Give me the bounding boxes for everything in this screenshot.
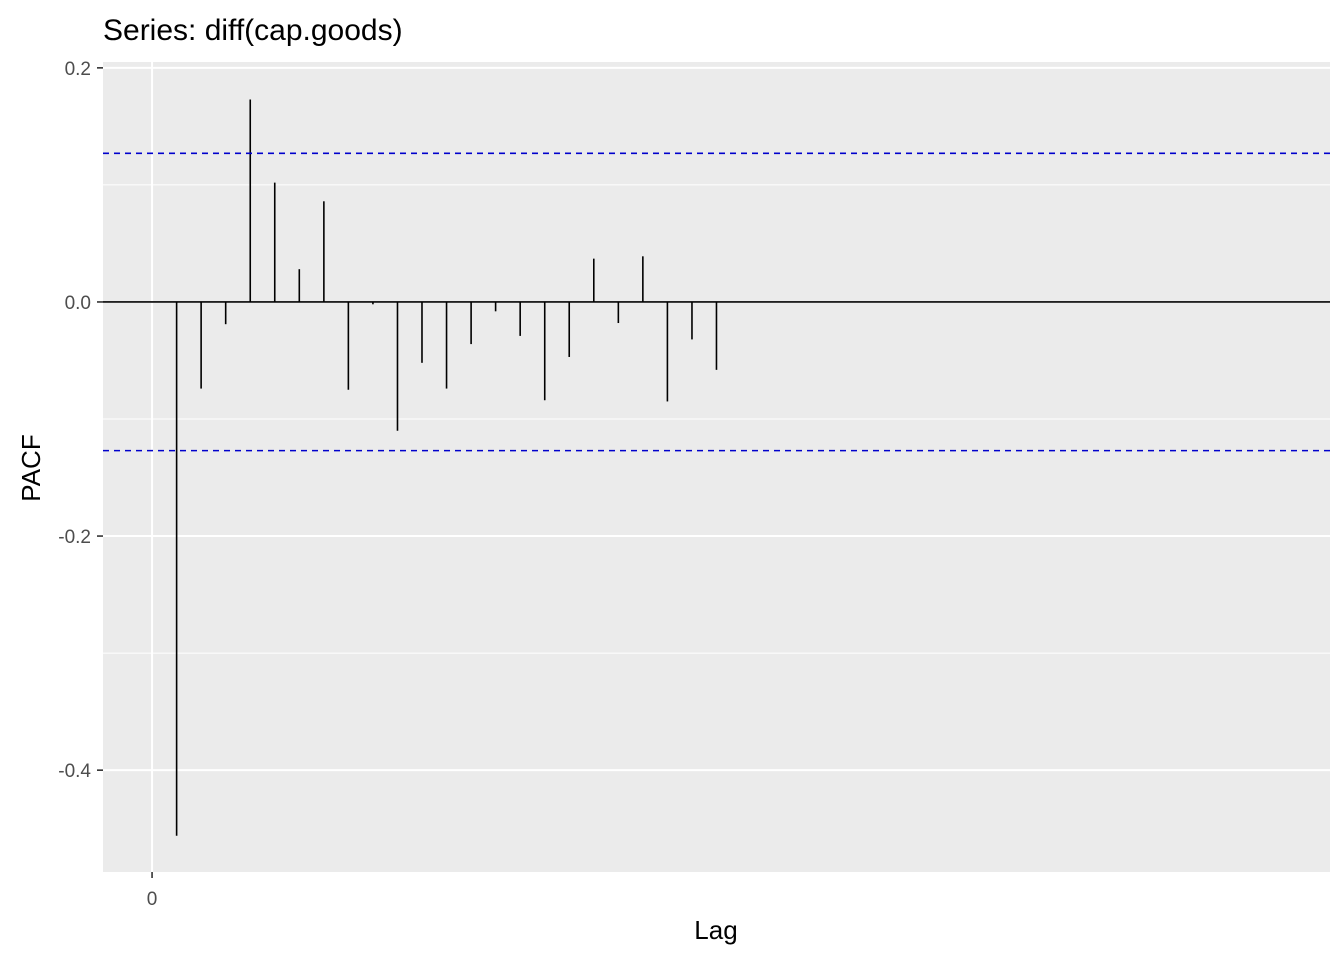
y-axis-title: PACF [16,434,46,501]
x-axis: 0 [147,872,158,910]
x-axis-title: Lag [694,915,737,945]
y-tick-label: -0.4 [58,761,91,782]
y-tick-label: 0.0 [65,293,91,314]
panel-background [103,62,1330,872]
y-tick-label: -0.2 [58,527,91,548]
y-axis: 0.2 0.0 -0.2 -0.4 [58,59,103,782]
x-tick-label: 0 [147,889,158,910]
chart-title: Series: diff(cap.goods) [103,14,403,47]
y-tick-label: 0.2 [65,59,91,80]
plot-panel [103,62,1330,872]
